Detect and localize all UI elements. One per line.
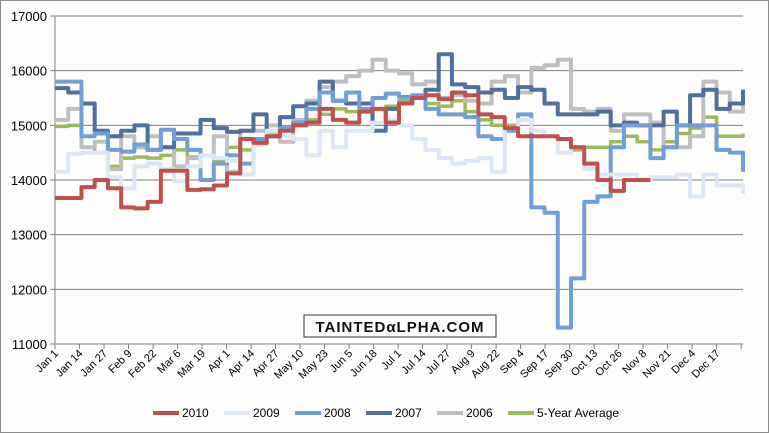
legend-item: 2010 (153, 406, 209, 420)
y-axis: 11000 12000 13000 14000 15000 16000 17000 (11, 9, 56, 352)
legend-label: 2007 (395, 406, 422, 420)
legend-item: 2008 (295, 406, 351, 420)
series-line-2010 (55, 90, 651, 211)
legend-item: 2006 (437, 406, 493, 420)
x-tick-label: Oct 26 (593, 348, 624, 379)
x-tick-label: Oct 13 (569, 348, 600, 379)
y-tick-label: 11000 (12, 337, 47, 352)
y-tick-label: 16000 (11, 64, 47, 79)
series-line-5-year-average (55, 96, 745, 169)
y-tick-label: 17000 (11, 9, 47, 24)
legend-label: 2006 (466, 406, 493, 420)
y-tick-label: 14000 (11, 173, 47, 188)
series-lines (55, 52, 745, 330)
series-line-2008 (55, 79, 745, 330)
y-tick-label: 13000 (11, 228, 47, 243)
legend-label: 5-Year Average (537, 406, 619, 420)
legend-label: 2009 (253, 406, 280, 420)
x-tick-label: Jul 27 (424, 348, 453, 377)
x-tick-label: Apr 14 (226, 348, 257, 379)
legend-item: 2007 (366, 406, 422, 420)
x-tick-label: Feb 22 (126, 348, 159, 381)
legend-item: 5-Year Average (508, 406, 619, 420)
legend-item: 2009 (224, 406, 280, 420)
legend-label: 2010 (182, 406, 209, 420)
x-tick-label: Jan 27 (78, 348, 110, 380)
watermark: TAINTEDαLPHA.COM (303, 314, 497, 338)
x-tick-label: Mar 19 (175, 348, 208, 381)
x-tick-label: Jun 18 (348, 348, 380, 380)
y-tick-label: 12000 (11, 282, 47, 297)
y-tick-label: 15000 (11, 118, 47, 133)
legend-label: 2008 (324, 406, 351, 420)
legend: 2010 2009 2008 2007 2006 5-Year Average (153, 406, 619, 420)
x-tick-label: Jul 14 (399, 348, 428, 377)
watermark-text: TAINTEDαLPHA.COM (315, 319, 484, 336)
